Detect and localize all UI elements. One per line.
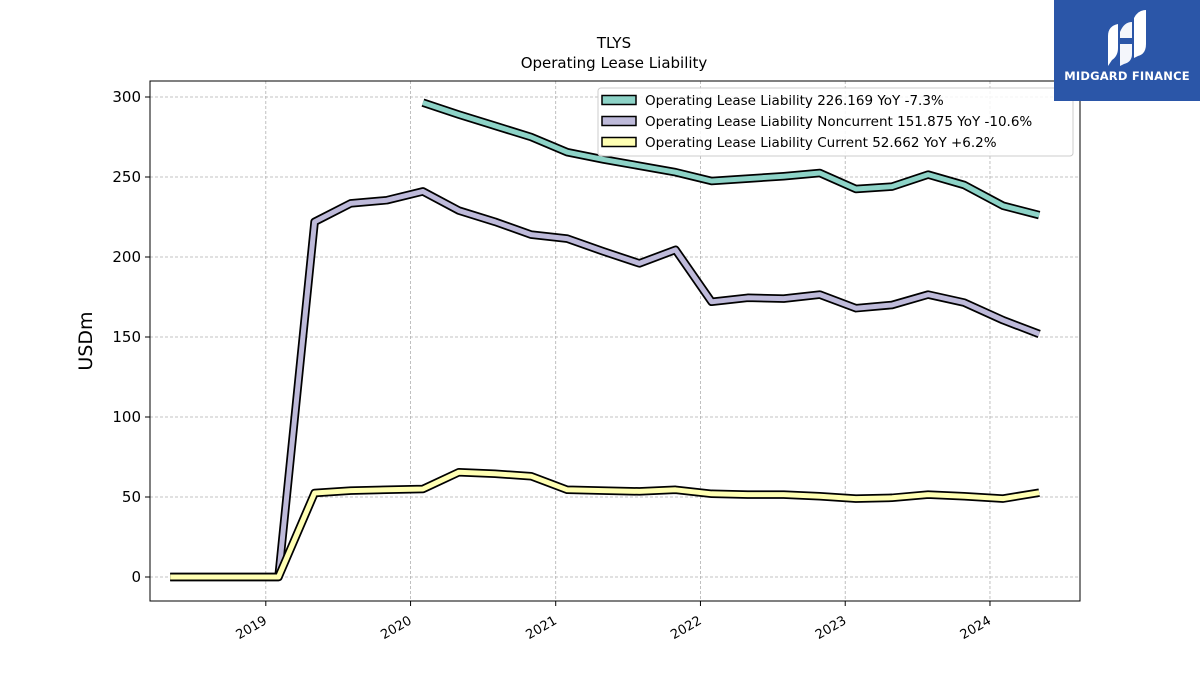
chart-title: TLYS <box>596 34 631 52</box>
legend-swatch <box>601 94 637 106</box>
x-tick-label: 2024 <box>958 613 994 643</box>
y-tick-label: 300 <box>112 88 141 106</box>
y-tick-label: 100 <box>112 408 141 426</box>
logo-text: MIDGARD FINANCE <box>1064 69 1190 83</box>
legend: Operating Lease Liability 226.169 YoY -7… <box>597 87 1074 157</box>
midgard-logo-icon <box>1108 10 1146 66</box>
legend-swatch <box>601 136 637 148</box>
y-axis-label: USDm <box>75 311 97 370</box>
y-tick-label: 250 <box>112 168 141 186</box>
y-tick-label: 50 <box>122 488 141 506</box>
legend-box <box>597 87 1074 157</box>
series-line <box>170 469 1040 580</box>
y-tick-label: 150 <box>112 328 141 346</box>
series-3-line <box>170 467 1040 582</box>
y-tick-label: 0 <box>131 568 141 586</box>
legend-entry-2: Operating Lease Liability Noncurrent 151… <box>645 114 1032 130</box>
series-lines <box>170 98 1041 582</box>
x-tick-label: 2020 <box>378 613 414 643</box>
chart-subtitle: Operating Lease Liability <box>521 54 708 72</box>
y-tick-label: 200 <box>112 248 141 266</box>
x-tick-label: 2019 <box>234 613 270 643</box>
legend-swatch <box>601 115 637 127</box>
series-1-line <box>421 98 1041 220</box>
series-line <box>170 188 1041 580</box>
series-line <box>422 100 1040 218</box>
legend-entry-1: Operating Lease Liability 226.169 YoY -7… <box>645 93 944 109</box>
legend-entry-3: Operating Lease Liability Current 52.662… <box>645 135 997 151</box>
series-2-line <box>170 187 1041 582</box>
x-tick-label: 2023 <box>813 613 849 643</box>
plot-frame <box>149 80 1081 602</box>
x-tick-label: 2021 <box>524 613 560 643</box>
x-tick-label: 2022 <box>668 613 704 643</box>
axes: 0 50 100 150 200 250 300 2019 2020 2021 2022 2023 20… <box>112 88 994 643</box>
midgard-finance-logo: MIDGARD FINANCE <box>1054 0 1200 101</box>
